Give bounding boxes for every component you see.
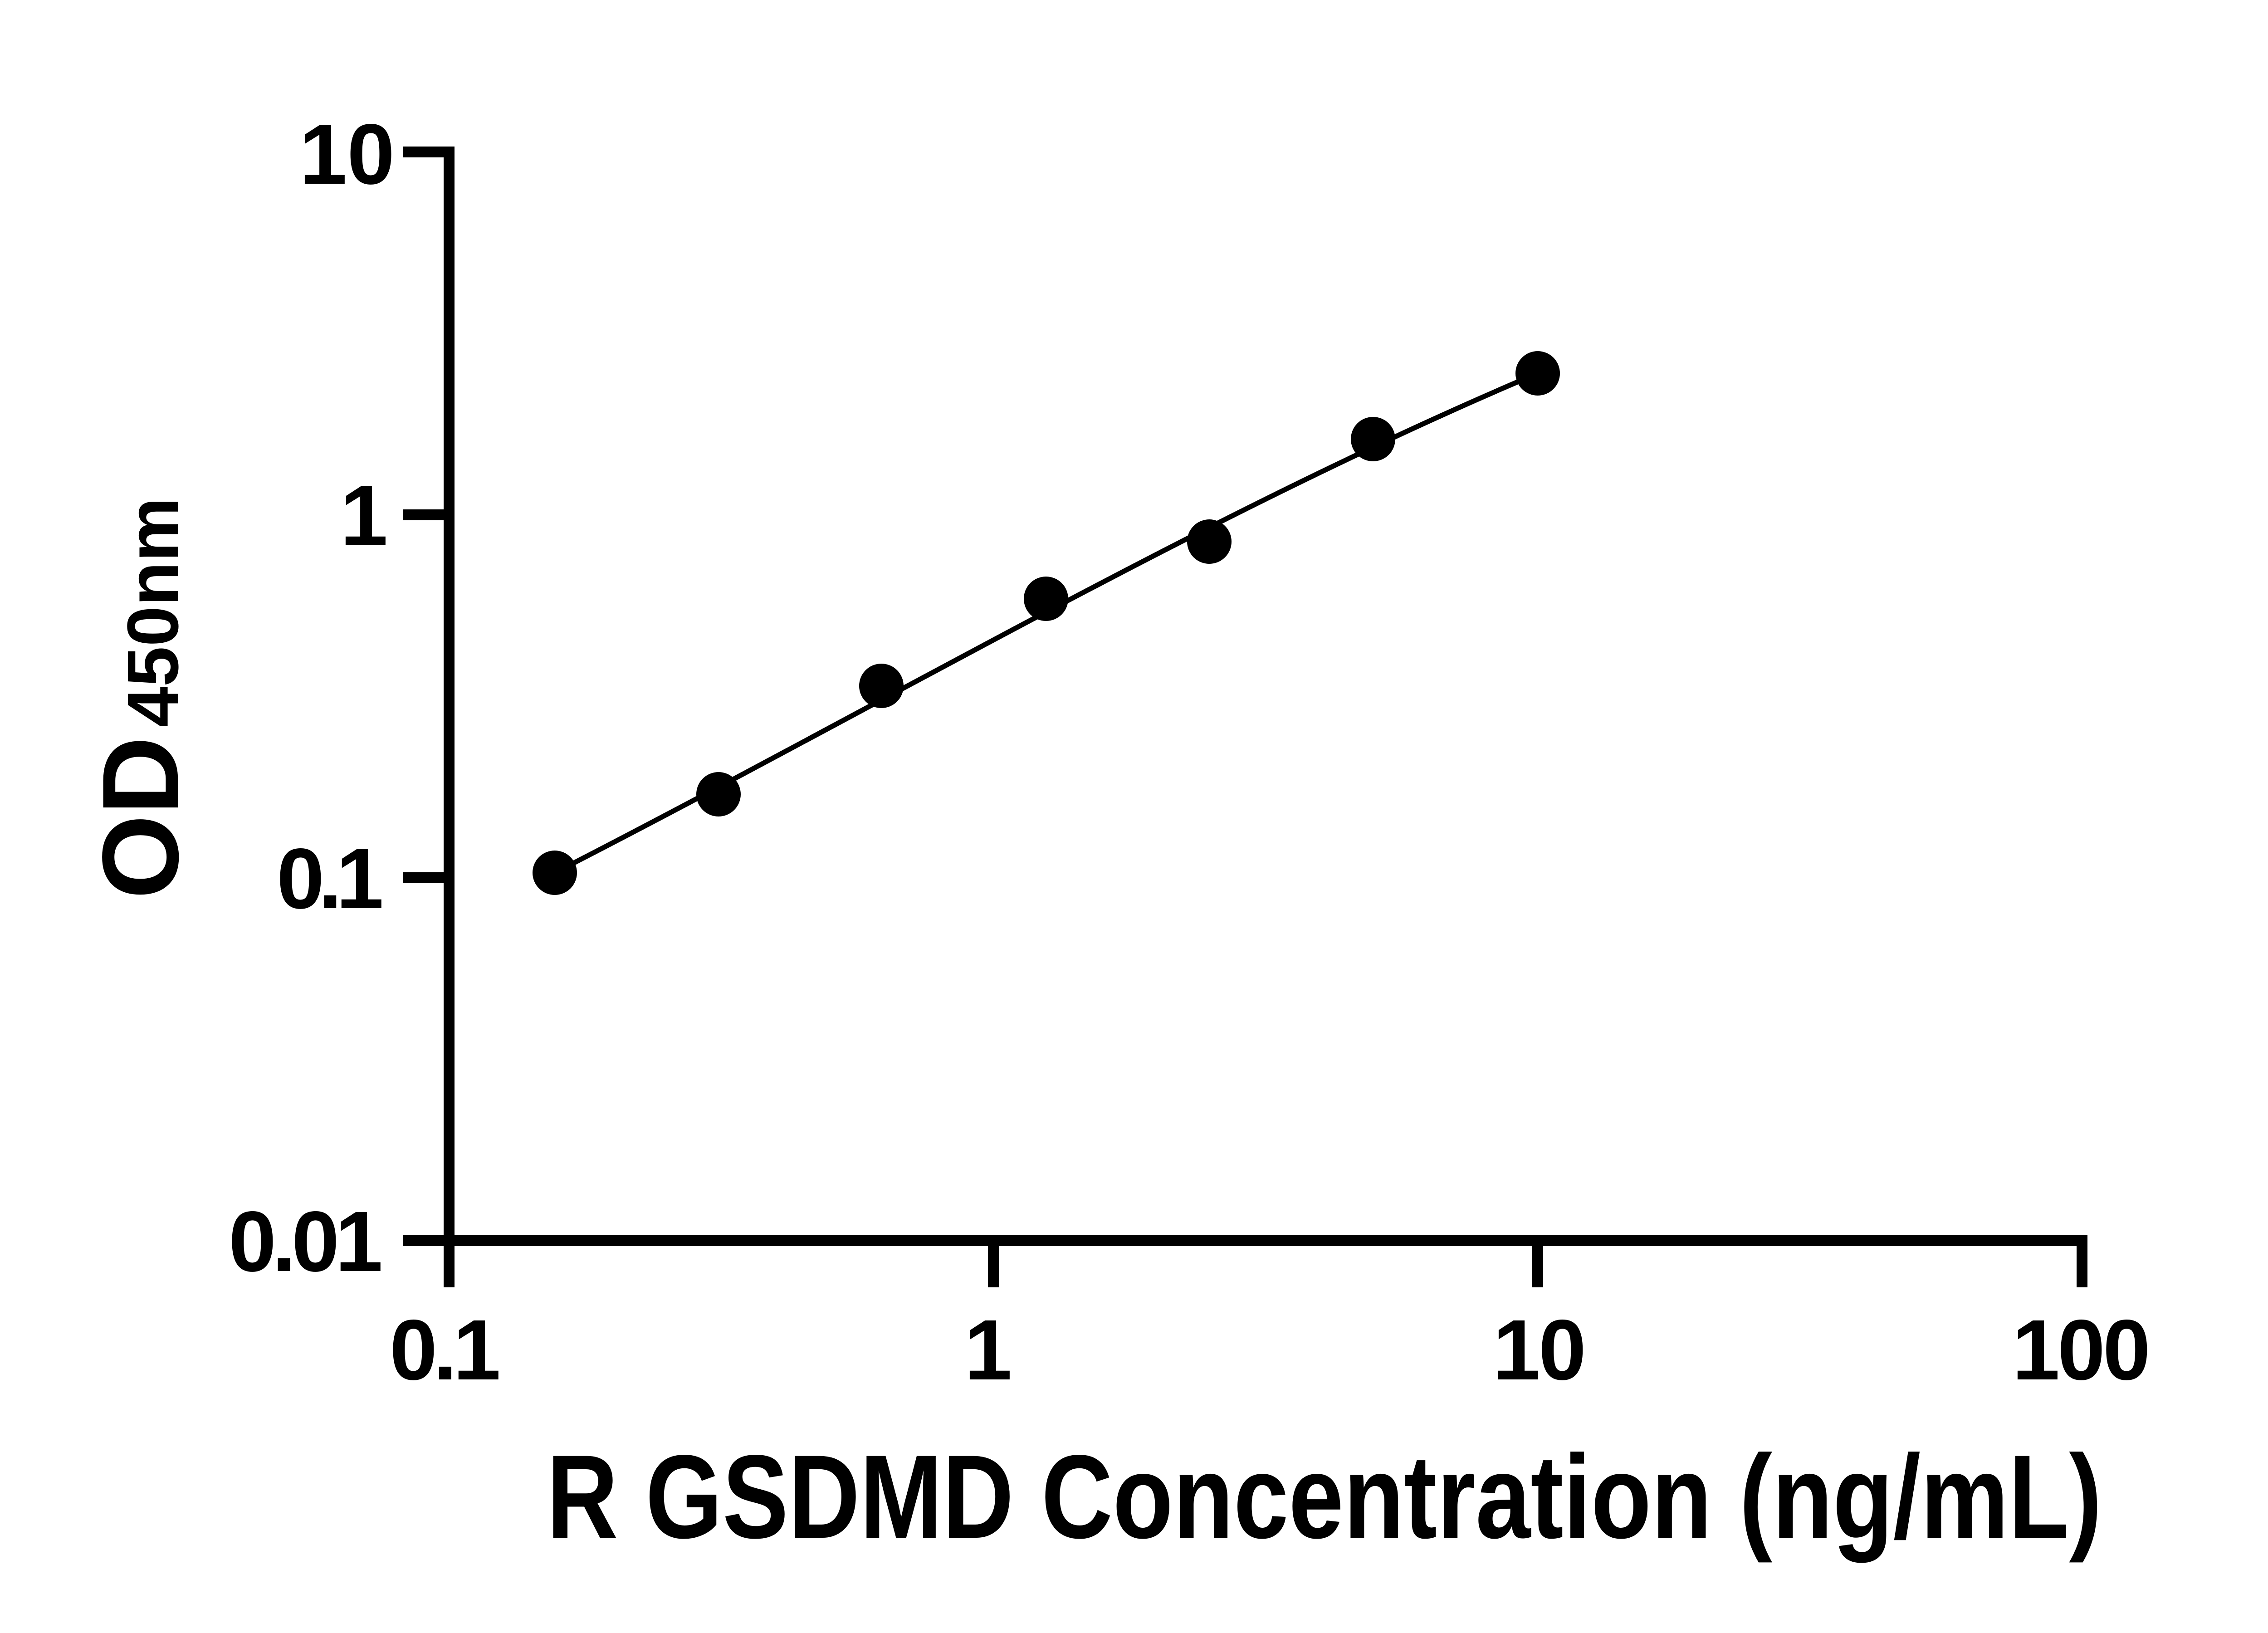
svg-text:100: 100 (2012, 1302, 2151, 1398)
svg-text:1: 1 (340, 468, 388, 564)
svg-text:10: 10 (299, 107, 395, 202)
svg-text:1: 1 (964, 1302, 1012, 1398)
svg-text:10: 10 (1493, 1302, 1586, 1398)
svg-text:0.01: 0.01 (229, 1194, 383, 1290)
svg-text:OD: OD (80, 737, 201, 900)
svg-text:R GSDMD Concentration (ng/mL): R GSDMD Concentration (ng/mL) (547, 1430, 2102, 1564)
svg-text:0.1: 0.1 (390, 1302, 501, 1398)
svg-text:450nm: 450nm (112, 497, 193, 727)
svg-text:0.1: 0.1 (277, 831, 384, 927)
